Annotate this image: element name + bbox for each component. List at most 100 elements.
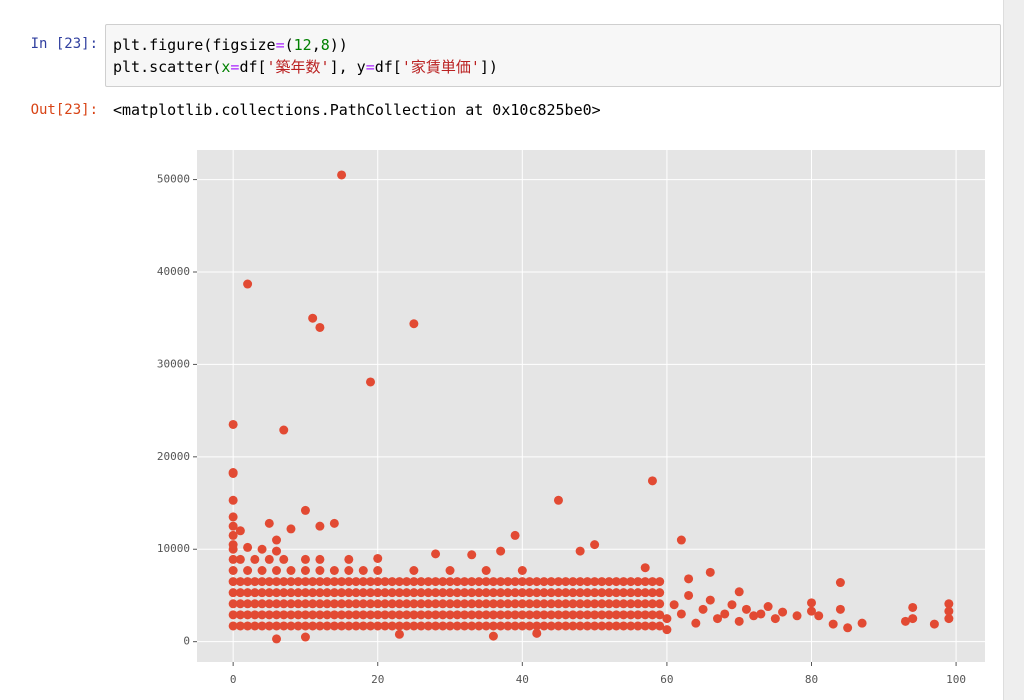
point (272, 621, 282, 631)
point (611, 588, 621, 598)
point (698, 604, 708, 614)
point (944, 606, 954, 616)
point (250, 599, 260, 609)
code-token: ], y (329, 58, 366, 76)
point (445, 577, 455, 587)
point (272, 535, 282, 545)
point (539, 621, 549, 631)
point (525, 599, 535, 609)
point (481, 566, 491, 576)
point (380, 577, 390, 587)
point (597, 577, 607, 587)
point (619, 599, 629, 609)
point (510, 599, 520, 609)
point (387, 610, 397, 620)
point (431, 577, 441, 587)
point (257, 621, 267, 631)
point (568, 577, 578, 587)
point (344, 577, 354, 587)
code-line: plt.figure(figsize=(12,8)) (113, 34, 993, 56)
point (387, 599, 397, 609)
point (228, 577, 238, 587)
point (510, 588, 520, 598)
point (626, 610, 636, 620)
point (293, 588, 303, 598)
point (539, 610, 549, 620)
point (358, 577, 368, 587)
point (647, 610, 657, 620)
point (611, 577, 621, 587)
point (416, 588, 426, 598)
point (315, 599, 325, 609)
point (655, 577, 665, 587)
point (329, 599, 339, 609)
point (250, 577, 260, 587)
code-line: plt.scatter(x=df['築年数'], y=df['家賃単価']) (113, 56, 993, 78)
point (763, 602, 773, 612)
point (727, 600, 737, 610)
point (264, 577, 274, 587)
point (676, 609, 686, 619)
x-tick-label: 20 (371, 673, 384, 686)
point (459, 577, 469, 587)
point (539, 588, 549, 598)
point (366, 599, 376, 609)
point (467, 621, 477, 631)
point (351, 621, 361, 631)
point (640, 621, 650, 631)
output-text: <matplotlib.collections.PathCollection a… (113, 101, 601, 119)
point (553, 599, 563, 609)
point (402, 577, 412, 587)
point (264, 610, 274, 620)
point (293, 621, 303, 631)
point (272, 634, 282, 644)
point (546, 599, 556, 609)
point (510, 621, 520, 631)
point (720, 609, 730, 619)
point (633, 588, 643, 598)
point (488, 577, 498, 587)
point (257, 544, 267, 554)
point (604, 621, 614, 631)
point (373, 599, 383, 609)
point (604, 610, 614, 620)
point (373, 553, 383, 563)
point (647, 588, 657, 598)
point (619, 621, 629, 631)
point (228, 544, 238, 554)
point (438, 577, 448, 587)
point (575, 599, 585, 609)
point (503, 599, 513, 609)
point (908, 602, 918, 612)
point (488, 621, 498, 631)
point (496, 621, 506, 631)
code-cell[interactable]: plt.figure(figsize=(12,8)) plt.scatter(x=… (105, 24, 1001, 87)
point (250, 610, 260, 620)
point (409, 319, 419, 329)
point (640, 563, 650, 573)
point (235, 577, 245, 587)
point (655, 588, 665, 598)
point (279, 554, 289, 564)
code-token: plt.scatter( (113, 58, 222, 76)
point (582, 588, 592, 598)
point (929, 619, 939, 629)
point (575, 577, 585, 587)
point (640, 610, 650, 620)
point (300, 588, 310, 598)
point (228, 530, 238, 540)
point (561, 599, 571, 609)
point (416, 621, 426, 631)
point (510, 577, 520, 587)
point (647, 476, 657, 486)
point (286, 577, 296, 587)
point (272, 610, 282, 620)
output-prompt: Out[23]: (30, 102, 98, 118)
point (329, 566, 339, 576)
point (308, 610, 318, 620)
point (590, 540, 600, 550)
point (250, 554, 260, 564)
point (452, 610, 462, 620)
point (337, 610, 347, 620)
